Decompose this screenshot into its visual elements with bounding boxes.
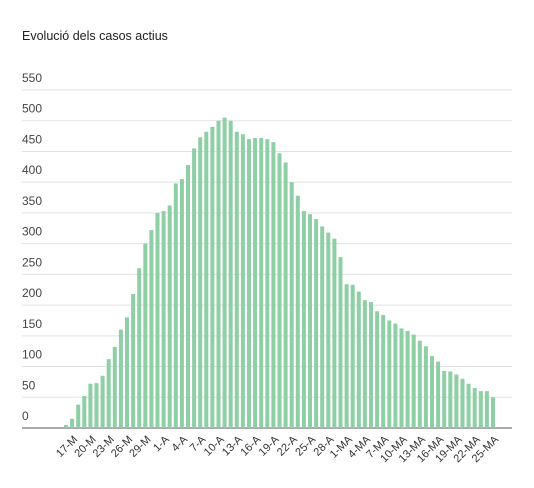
bar [234, 131, 239, 428]
y-tick-label: 550 [22, 71, 42, 85]
bar [179, 179, 184, 428]
bar [265, 139, 270, 428]
bar [295, 195, 300, 428]
bar [448, 371, 453, 428]
bar [204, 131, 209, 428]
bar [161, 211, 166, 428]
bar [436, 361, 441, 428]
x-tick-label: 29-M [127, 434, 153, 460]
bar [362, 300, 367, 428]
bar [332, 238, 337, 428]
bar [82, 396, 87, 428]
bar [106, 359, 111, 428]
bar [149, 230, 154, 428]
bar [308, 214, 312, 428]
y-tick-label: 250 [22, 255, 42, 269]
bar [216, 120, 221, 429]
bar [198, 137, 203, 428]
bar [356, 291, 361, 428]
y-tick-label: 200 [22, 286, 42, 300]
bar [222, 117, 227, 429]
bar [399, 328, 404, 428]
y-tick-label: 0 [22, 409, 29, 423]
bar [253, 137, 258, 428]
bar [167, 205, 172, 428]
bar [186, 164, 190, 428]
bar [338, 257, 343, 428]
bar [125, 317, 129, 428]
bar [112, 346, 117, 428]
bar [454, 374, 459, 428]
bar [326, 232, 331, 428]
bar [259, 137, 264, 428]
chart-title: Evolució dels casos actius [22, 29, 168, 43]
bar [173, 183, 178, 428]
bar [417, 340, 422, 428]
y-tick-label: 50 [22, 378, 36, 392]
bar [369, 302, 373, 428]
bar [466, 383, 471, 428]
bar [430, 356, 434, 428]
bar [131, 294, 136, 428]
bar [247, 139, 251, 428]
bar [94, 383, 99, 428]
x-tick-label: 4-A [169, 433, 190, 454]
bar [88, 383, 93, 428]
y-tick-label: 500 [22, 102, 42, 116]
bar [350, 284, 355, 428]
bar [192, 148, 197, 428]
bar [289, 182, 294, 428]
bar [70, 418, 75, 428]
y-tick-label: 400 [22, 163, 42, 177]
bar [411, 334, 416, 428]
bar [442, 370, 447, 428]
bar [491, 397, 495, 428]
bar [472, 388, 477, 428]
bar [277, 153, 282, 428]
bar [137, 268, 142, 428]
bar [228, 120, 233, 429]
bar [100, 375, 105, 428]
bar [314, 219, 319, 428]
bar [240, 134, 245, 429]
bar [344, 284, 349, 428]
bar [320, 226, 325, 428]
bar [484, 391, 489, 428]
x-tick-label: 1-A [151, 433, 172, 454]
bar [460, 378, 465, 428]
y-tick-label: 350 [22, 194, 42, 208]
y-tick-label: 100 [22, 348, 42, 362]
bar [271, 142, 276, 428]
bar [375, 311, 380, 428]
y-tick-label: 450 [22, 132, 42, 146]
bar [393, 323, 398, 428]
bar [423, 346, 428, 428]
y-tick-label: 150 [22, 317, 42, 331]
bar [405, 330, 410, 428]
bar [155, 212, 160, 428]
bar [118, 329, 123, 428]
bar [143, 243, 148, 428]
bar [381, 314, 386, 428]
bar [387, 320, 392, 428]
bar [301, 211, 306, 428]
bar [76, 404, 81, 428]
bar [283, 162, 288, 428]
bar [478, 391, 483, 428]
y-tick-label: 300 [22, 225, 42, 239]
bar [64, 424, 68, 428]
bar [210, 126, 215, 428]
